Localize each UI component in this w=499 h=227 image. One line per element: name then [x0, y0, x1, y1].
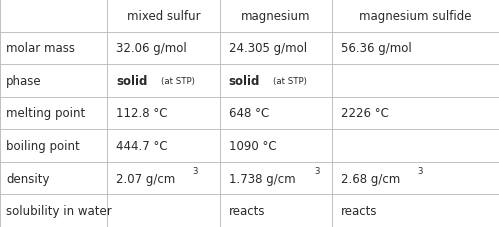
Text: 1.738 g/cm: 1.738 g/cm: [229, 172, 295, 185]
Text: reacts: reacts: [229, 204, 265, 217]
Text: 32.06 g/mol: 32.06 g/mol: [116, 42, 187, 55]
Text: 56.36 g/mol: 56.36 g/mol: [341, 42, 412, 55]
Text: mixed sulfur: mixed sulfur: [127, 10, 200, 23]
Text: 2.68 g/cm: 2.68 g/cm: [341, 172, 400, 185]
Text: (at STP): (at STP): [161, 76, 195, 86]
Text: 2.07 g/cm: 2.07 g/cm: [116, 172, 176, 185]
Text: solid: solid: [116, 75, 148, 88]
Text: phase: phase: [6, 75, 41, 88]
Text: 3: 3: [314, 167, 320, 176]
Text: 112.8 °C: 112.8 °C: [116, 107, 168, 120]
Text: 648 °C: 648 °C: [229, 107, 269, 120]
Text: 2226 °C: 2226 °C: [341, 107, 389, 120]
Text: magnesium: magnesium: [241, 10, 310, 23]
Text: solid: solid: [229, 75, 260, 88]
Text: solubility in water: solubility in water: [6, 204, 112, 217]
Text: 3: 3: [193, 167, 198, 176]
Text: 1090 °C: 1090 °C: [229, 139, 276, 152]
Text: 3: 3: [417, 167, 423, 176]
Text: 444.7 °C: 444.7 °C: [116, 139, 168, 152]
Text: (at STP): (at STP): [273, 76, 307, 86]
Text: 24.305 g/mol: 24.305 g/mol: [229, 42, 307, 55]
Text: melting point: melting point: [6, 107, 85, 120]
Text: density: density: [6, 172, 49, 185]
Text: molar mass: molar mass: [6, 42, 75, 55]
Text: magnesium sulfide: magnesium sulfide: [359, 10, 472, 23]
Text: boiling point: boiling point: [6, 139, 80, 152]
Text: reacts: reacts: [341, 204, 377, 217]
